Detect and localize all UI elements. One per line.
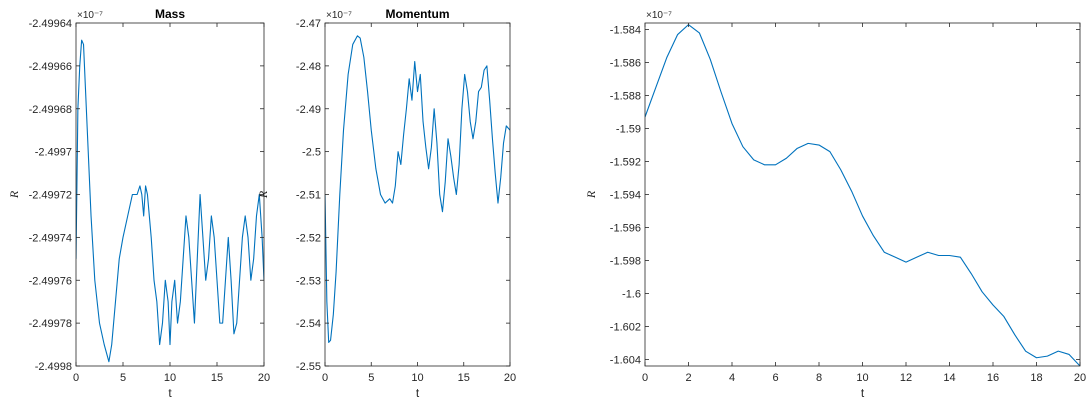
mass-xtick-label: 15 xyxy=(211,372,223,384)
residual-xlabel: t xyxy=(861,386,865,400)
mass-exponent-label: ×10⁻⁷ xyxy=(77,10,103,21)
momentum-ylabel: R xyxy=(256,190,270,199)
mass-xtick-label: 10 xyxy=(164,372,176,384)
mass-ytick-label: -2.49964 xyxy=(29,18,72,30)
residual-xtick-label: 18 xyxy=(1030,372,1042,384)
momentum-plot: 0 5 10 15 20 -2.55 -2.54 -2.53 -2.52 -2.51 -2.5 -2.… xyxy=(256,7,516,400)
mass-axes-box xyxy=(75,22,265,367)
residual-ytick-label: -1.596 xyxy=(610,222,641,234)
residual-xtick-label: 20 xyxy=(1074,372,1086,384)
mass-ytick-label: -2.49978 xyxy=(29,318,72,330)
momentum-ytick-label: -2.5 xyxy=(302,147,321,159)
momentum-axes-box xyxy=(324,22,511,367)
residual-xtick-label: 8 xyxy=(816,372,822,384)
mass-ytick-label: -2.49966 xyxy=(29,61,72,73)
residual-ytick-label: -1.586 xyxy=(610,58,641,70)
mass-xtick-label: 0 xyxy=(73,372,79,384)
momentum-ytick-label: -2.55 xyxy=(296,361,321,373)
mass-xlabel: t xyxy=(168,386,172,400)
residual-xtick-label: 2 xyxy=(685,372,691,384)
residual-ytick-label: -1.598 xyxy=(610,255,641,267)
residual-ytick-label: -1.59 xyxy=(616,124,641,136)
residual-exponent-label: ×10⁻⁷ xyxy=(646,10,672,21)
momentum-series-line xyxy=(325,35,510,343)
residual-ytick-label: -1.588 xyxy=(610,91,641,103)
momentum-xtick-label: 5 xyxy=(368,372,374,384)
mass-title: Mass xyxy=(155,7,185,21)
mass-xtick-label: 20 xyxy=(258,372,270,384)
mass-ytick-label: -2.49972 xyxy=(29,190,72,202)
mass-xtick-label: 5 xyxy=(120,372,126,384)
residual-xtick-label: 0 xyxy=(642,372,648,384)
momentum-title: Momentum xyxy=(386,7,450,21)
momentum-exponent-label: ×10⁻⁷ xyxy=(326,10,352,21)
momentum-xlabel: t xyxy=(416,386,420,400)
residual-xtick-label: 6 xyxy=(772,372,778,384)
mass-plot: 0 5 10 15 20 -2.4998 -2.49978 -2.49976 -2.49974 -… xyxy=(7,7,270,400)
residual-plot: 0 2 4 6 8 10 12 14 16 18 20 -1.604 -1.602 -1.6 -1.598 -… xyxy=(584,10,1086,400)
residual-ytick-label: -1.584 xyxy=(610,25,641,37)
momentum-ytick-label: -2.54 xyxy=(296,318,321,330)
residual-xtick-label: 14 xyxy=(943,372,955,384)
residual-xtick-label: 12 xyxy=(900,372,912,384)
momentum-xtick-label: 15 xyxy=(458,372,470,384)
mass-series-line xyxy=(76,39,264,363)
residual-series-line xyxy=(645,24,1080,366)
mass-ytick-label: -2.4997 xyxy=(35,147,72,159)
residual-axes-box xyxy=(644,22,1081,367)
momentum-ytick-label: -2.51 xyxy=(296,190,321,202)
mass-ytick-label: -2.4998 xyxy=(35,361,72,373)
momentum-ytick-label: -2.48 xyxy=(296,61,321,73)
momentum-xtick-label: 0 xyxy=(322,372,328,384)
residual-xtick-label: 10 xyxy=(856,372,868,384)
mass-ylabel: R xyxy=(7,190,21,199)
momentum-xtick-label: 10 xyxy=(411,372,423,384)
momentum-ytick-label: -2.53 xyxy=(296,275,321,287)
residual-ylabel: R xyxy=(584,190,598,199)
residual-ytick-label: -1.6 xyxy=(622,288,641,300)
mass-ytick-label: -2.49974 xyxy=(29,232,72,244)
residual-ytick-label: -1.592 xyxy=(610,157,641,169)
momentum-ytick-label: -2.52 xyxy=(296,232,321,244)
momentum-ytick-label: -2.47 xyxy=(296,18,321,30)
momentum-ytick-label: -2.49 xyxy=(296,104,321,116)
mass-ytick-label: -2.49976 xyxy=(29,275,72,287)
residual-xtick-label: 16 xyxy=(987,372,999,384)
momentum-xtick-label: 20 xyxy=(504,372,516,384)
residual-ytick-label: -1.602 xyxy=(610,321,641,333)
residual-ytick-label: -1.604 xyxy=(610,354,641,366)
residual-ytick-label: -1.594 xyxy=(610,190,641,202)
residual-xtick-label: 4 xyxy=(729,372,735,384)
mass-ytick-label: -2.49968 xyxy=(29,104,72,116)
